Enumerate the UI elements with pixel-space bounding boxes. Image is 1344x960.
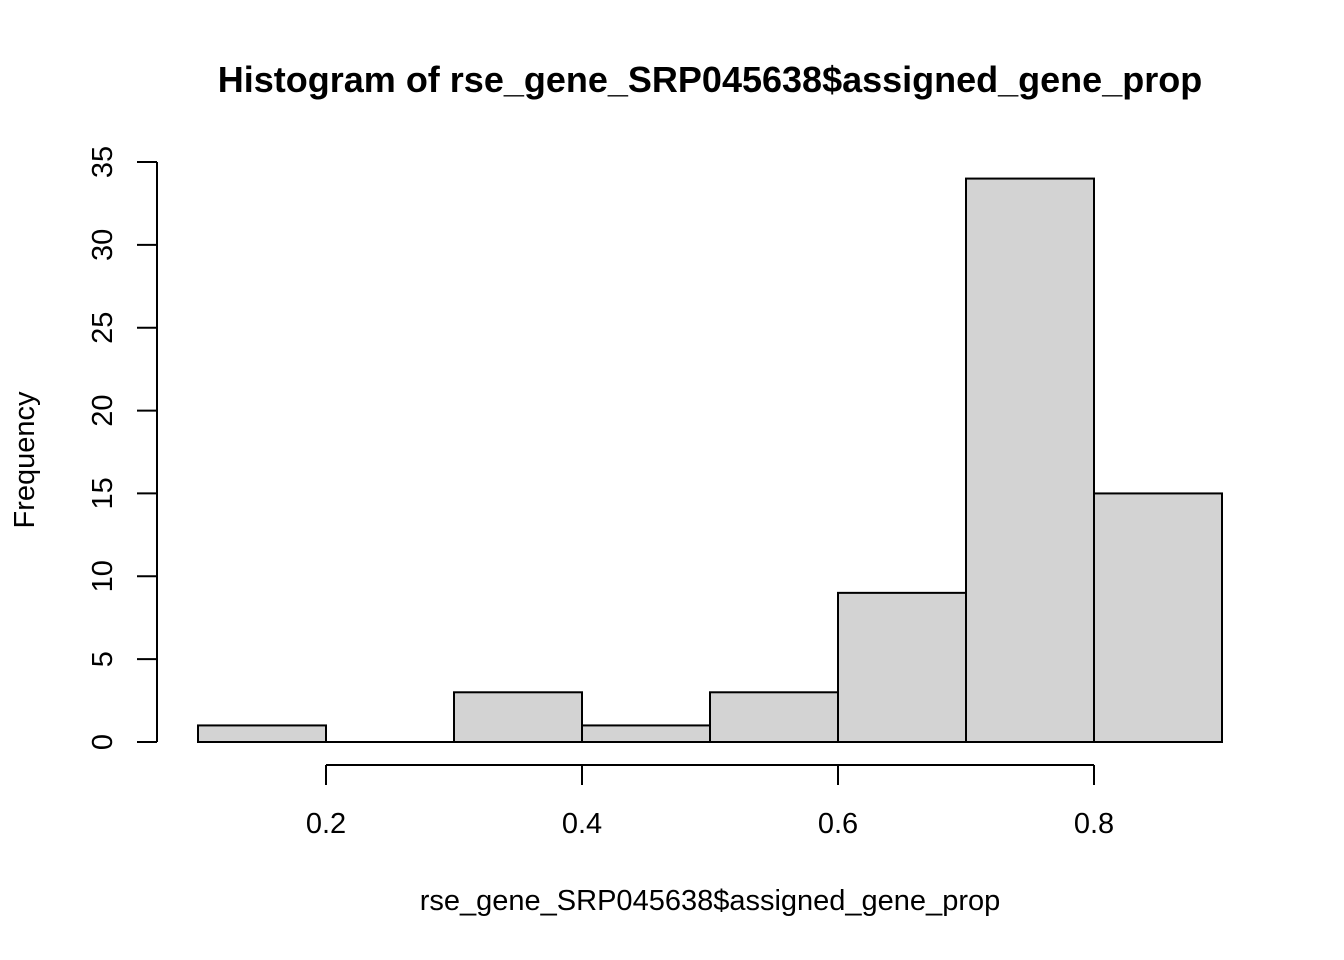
y-axis-label: Frequency	[9, 391, 41, 529]
y-tick-label: 10	[87, 560, 119, 592]
y-tick-label: 35	[87, 146, 119, 178]
histogram-bar-5	[837, 591, 967, 743]
y-axis: 0 5 10 15 20 25 30 35	[87, 146, 158, 750]
x-tick-label: 0.8	[1074, 808, 1114, 840]
bars-group	[197, 177, 1223, 744]
histogram-bar-0	[197, 724, 327, 744]
histogram-bar-3	[581, 724, 711, 744]
histogram-bar-7	[1093, 492, 1223, 743]
x-axis-label: rse_gene_SRP045638$assigned_gene_prop	[420, 885, 1000, 917]
chart-title: Histogram of rse_gene_SRP045638$assigned…	[218, 59, 1202, 100]
x-tick-label: 0.4	[562, 808, 602, 840]
y-tick-label: 5	[87, 651, 119, 667]
histogram-bar-4	[709, 691, 839, 743]
x-axis: 0.2 0.4 0.6 0.8	[306, 764, 1114, 840]
histogram-bar-6	[965, 177, 1095, 744]
x-tick-label: 0.6	[818, 808, 858, 840]
y-tick-label: 20	[87, 394, 119, 426]
y-tick-label: 25	[87, 312, 119, 344]
histogram-bar-2	[453, 691, 583, 743]
y-tick-label: 15	[87, 477, 119, 509]
y-tick-label: 30	[87, 229, 119, 261]
y-tick-label: 0	[87, 734, 119, 750]
x-tick-label: 0.2	[306, 808, 346, 840]
